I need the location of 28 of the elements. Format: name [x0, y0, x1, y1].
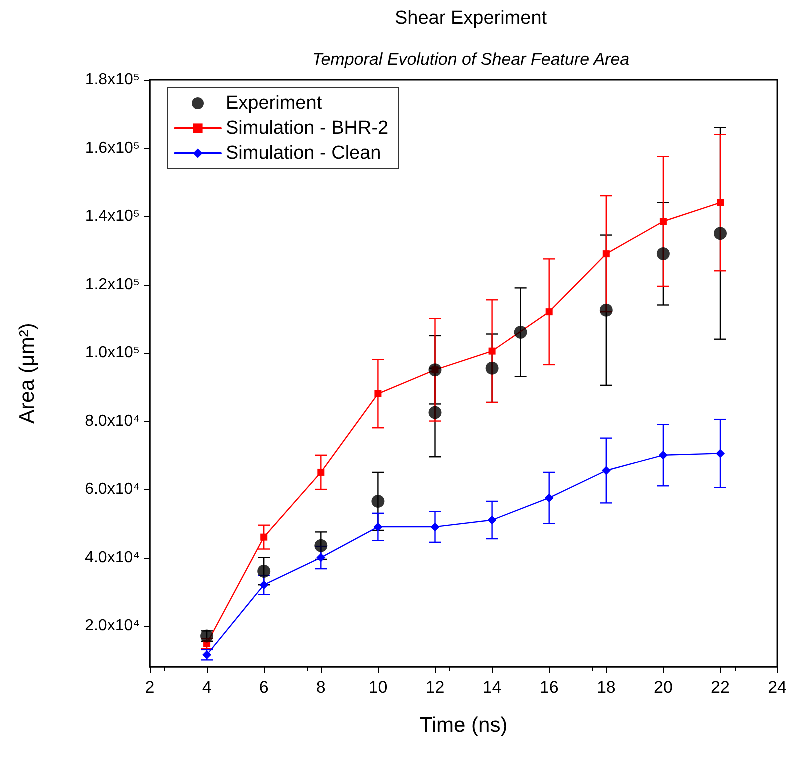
x-tick-label: 8	[316, 678, 326, 697]
y-tick-label: 6.0x10⁴	[85, 481, 140, 498]
y-tick-label: 8.0x10⁴	[85, 412, 140, 430]
y-tick-label: 2.0x10⁴	[85, 618, 140, 635]
legend-label: Experiment	[226, 93, 323, 114]
y-tick-label: 1.6x10⁵	[85, 140, 140, 157]
legend-label: Simulation - Clean	[226, 143, 382, 164]
legend-label: Simulation - BHR-2	[226, 118, 389, 139]
x-tick-label: 16	[540, 678, 559, 697]
x-tick-label: 10	[368, 678, 388, 697]
x-tick-label: 6	[259, 678, 269, 697]
x-tick-label: 18	[596, 678, 616, 697]
y-tick-label: 1.2x10⁵	[85, 276, 140, 294]
y-tick-label: 4.0x10⁴	[85, 549, 140, 566]
x-tick-label: 2	[145, 678, 155, 697]
x-tick-label: 20	[654, 678, 673, 697]
chart-subtitle: Temporal Evolution of Shear Feature Area	[312, 50, 630, 69]
x-tick-label: 12	[426, 678, 445, 697]
chart-title: Shear Experiment	[394, 8, 548, 29]
x-tick-label: 22	[711, 678, 730, 697]
x-tick-label: 14	[482, 678, 502, 697]
x-tick-label: 24	[768, 678, 788, 697]
x-tick-label: 4	[202, 678, 212, 697]
y-axis-title: Area (μm²)	[16, 323, 39, 424]
y-tick-label: 1.8x10⁵	[85, 72, 140, 88]
y-tick-label: 1.4x10⁵	[85, 208, 140, 226]
x-axis-title: Time (ns)	[420, 714, 508, 737]
y-tick-label: 1.0x10⁵	[85, 344, 140, 362]
